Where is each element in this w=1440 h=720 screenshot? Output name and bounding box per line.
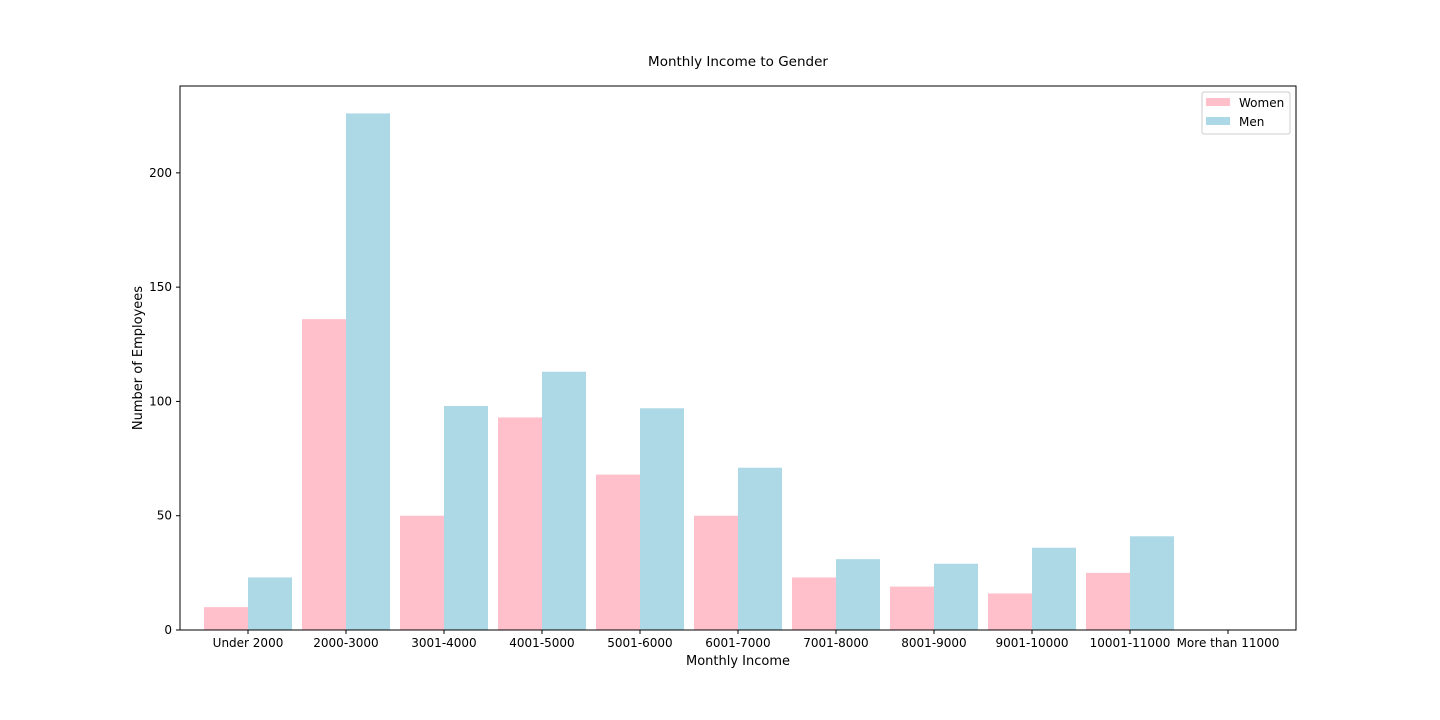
bar-men-1 — [346, 113, 390, 630]
legend-swatch-women — [1206, 98, 1230, 106]
bar-men-3 — [542, 371, 586, 630]
x-tick-label: 2000-3000 — [313, 636, 378, 650]
y-tick-label: 100 — [149, 394, 172, 408]
x-tick-label: 6001-7000 — [705, 636, 770, 650]
legend-swatch-men — [1206, 117, 1230, 125]
bars-group — [204, 113, 1174, 630]
x-tick-label: 10001-11000 — [1090, 636, 1171, 650]
bar-men-9 — [1130, 536, 1174, 630]
y-tick-label: 0 — [164, 623, 172, 637]
bar-men-7 — [934, 563, 978, 630]
x-tick-label: 4001-5000 — [509, 636, 574, 650]
y-tick-label: 150 — [149, 280, 172, 294]
x-tick-label: 9001-10000 — [995, 636, 1068, 650]
bar-women-4 — [596, 474, 640, 630]
x-tick-label: 5001-6000 — [607, 636, 672, 650]
bar-women-3 — [498, 417, 542, 630]
bar-women-0 — [204, 607, 248, 630]
bar-men-0 — [248, 577, 292, 630]
x-axis-label: Monthly Income — [686, 654, 790, 669]
x-tick-label: 3001-4000 — [411, 636, 476, 650]
legend: Women Men — [1201, 91, 1291, 135]
bar-men-4 — [640, 408, 684, 630]
bar-women-9 — [1086, 572, 1130, 630]
x-axis-ticks: Under 2000 2000-3000 3001-4000 4001-5000 500… — [213, 630, 1280, 650]
bar-women-1 — [302, 319, 346, 630]
bar-men-2 — [444, 406, 488, 630]
chart-title: Monthly Income to Gender — [648, 54, 828, 70]
y-axis-ticks: 0 50 100 150 200 — [149, 166, 180, 637]
bar-women-8 — [988, 593, 1032, 630]
legend-label-women: Women — [1239, 96, 1284, 110]
legend-label-men: Men — [1239, 115, 1264, 129]
bar-women-2 — [400, 515, 444, 630]
bar-men-8 — [1032, 547, 1076, 630]
x-tick-label: 7001-8000 — [803, 636, 868, 650]
x-tick-label: 8001-9000 — [901, 636, 966, 650]
y-tick-label: 50 — [157, 509, 172, 523]
y-axis-label: Number of Employees — [131, 286, 146, 430]
x-tick-label: More than 11000 — [1177, 636, 1280, 650]
bar-men-5 — [738, 467, 782, 630]
x-tick-label: Under 2000 — [213, 636, 284, 650]
y-tick-label: 200 — [149, 166, 172, 180]
bar-men-6 — [836, 559, 880, 630]
bar-women-5 — [694, 515, 738, 630]
bar-women-7 — [890, 586, 934, 630]
bar-women-6 — [792, 577, 836, 630]
